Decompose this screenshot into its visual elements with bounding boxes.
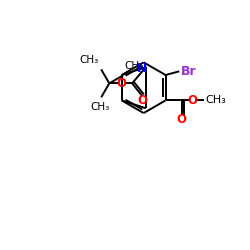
Text: CH₃: CH₃ <box>206 96 226 106</box>
Text: O: O <box>137 94 147 107</box>
Text: N: N <box>137 62 147 75</box>
Text: Br: Br <box>180 65 196 78</box>
Text: O: O <box>177 113 187 126</box>
Text: CH₃: CH₃ <box>90 102 110 112</box>
Text: CH₃: CH₃ <box>124 61 144 71</box>
Text: CH₃: CH₃ <box>79 55 98 65</box>
Text: O: O <box>116 77 126 90</box>
Text: O: O <box>188 94 198 107</box>
